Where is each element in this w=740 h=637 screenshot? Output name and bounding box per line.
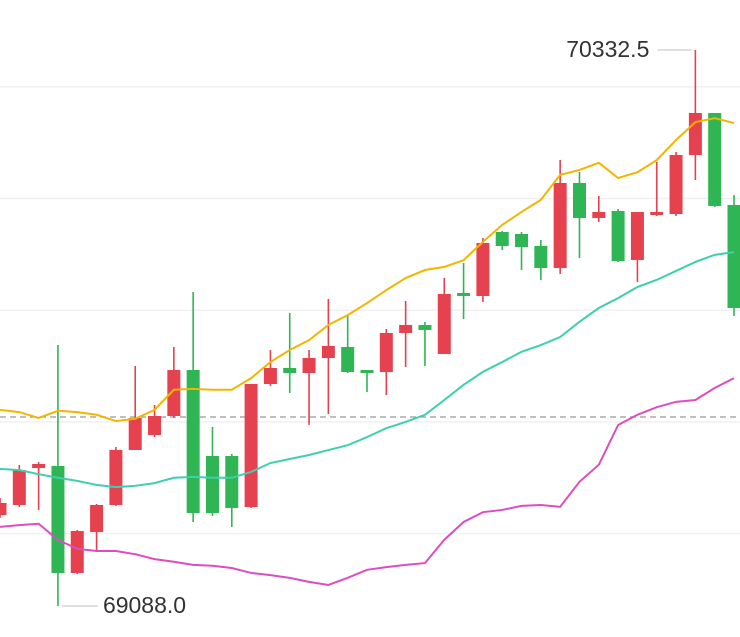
candle-body <box>186 370 200 513</box>
candle <box>263 349 277 387</box>
candle <box>669 151 683 217</box>
candle <box>109 446 123 507</box>
candle-body <box>669 154 683 215</box>
candle <box>553 159 567 275</box>
candle-body <box>12 469 26 505</box>
candle <box>51 344 65 606</box>
candle <box>186 292 200 523</box>
candle <box>437 277 451 354</box>
candle-body <box>225 456 239 508</box>
candle <box>650 161 664 217</box>
candle-body <box>534 245 548 269</box>
ma-line <box>0 377 735 587</box>
candle-body <box>244 383 258 507</box>
candle-body <box>553 182 567 269</box>
candle <box>399 300 413 367</box>
candle <box>12 464 26 507</box>
candle <box>283 313 297 393</box>
candle-body <box>437 293 451 354</box>
candle-body <box>592 211 606 218</box>
candle <box>727 195 740 316</box>
candle <box>302 349 316 426</box>
candle-body <box>630 211 644 260</box>
candle <box>515 232 529 270</box>
candle-body <box>128 417 142 450</box>
candle-body <box>70 530 84 573</box>
candle <box>70 529 84 575</box>
candle-body <box>341 347 355 372</box>
candle <box>418 321 432 366</box>
candle-body <box>148 415 162 435</box>
candle <box>360 370 374 392</box>
candle-body <box>611 211 625 262</box>
candle <box>572 172 586 259</box>
candle <box>630 211 644 282</box>
candle-body <box>457 292 471 296</box>
candle <box>128 365 142 450</box>
candle <box>244 383 258 508</box>
candle-body <box>515 233 529 247</box>
candle-body <box>109 449 123 505</box>
candle <box>495 230 509 251</box>
annotation-label: 69088.0 <box>103 592 186 618</box>
candle <box>379 328 393 395</box>
candle <box>90 503 104 552</box>
candle <box>534 240 548 280</box>
candle-body <box>379 332 393 372</box>
candle <box>225 454 239 528</box>
candle-body <box>650 211 664 215</box>
candle <box>708 112 722 207</box>
candle <box>457 263 471 319</box>
candle <box>611 208 625 262</box>
candle <box>688 49 702 181</box>
candle <box>341 315 355 374</box>
candle <box>592 195 606 222</box>
candle-body <box>32 464 46 468</box>
candle-body <box>263 368 277 384</box>
candle-body <box>167 370 181 416</box>
candle <box>32 462 46 510</box>
candle-body <box>399 324 413 333</box>
candle-body <box>51 465 65 573</box>
candle <box>321 298 335 414</box>
candle-body <box>302 357 316 374</box>
candle <box>167 347 181 418</box>
candle-body <box>205 456 219 513</box>
annotation-label: 70332.5 <box>566 36 649 62</box>
candle-body <box>688 112 702 155</box>
candle-body <box>283 368 297 374</box>
candle-body <box>321 345 335 358</box>
candle-body <box>476 242 490 296</box>
candle <box>0 498 7 518</box>
candle-body <box>727 204 740 309</box>
candle-body <box>418 324 432 330</box>
ma-line <box>0 251 735 489</box>
candle-body <box>495 232 509 246</box>
ma-line <box>0 117 735 423</box>
candle-body <box>360 370 374 374</box>
candle <box>205 426 219 516</box>
candle <box>476 237 490 303</box>
candle-body <box>572 182 586 218</box>
candle-body <box>708 112 722 207</box>
candle-body <box>90 504 104 533</box>
candle-body <box>0 502 7 515</box>
